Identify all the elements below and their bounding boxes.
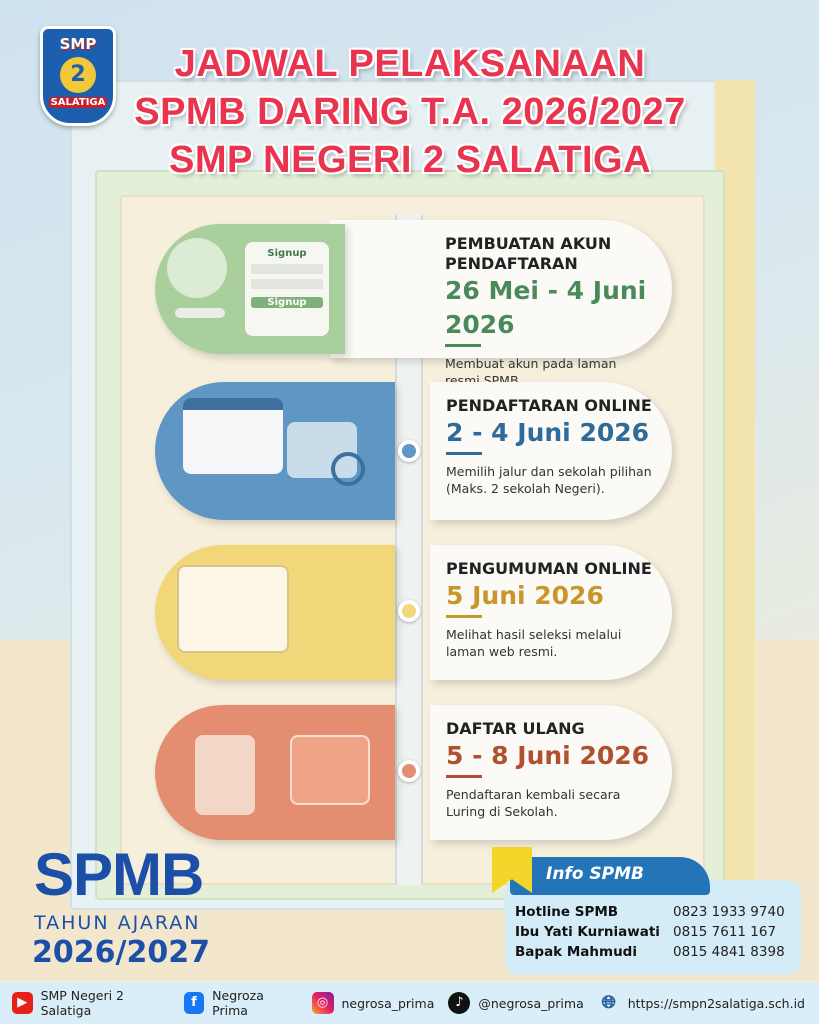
- step-description: Memilih jalur dan sekolah pilihan (Maks.…: [446, 464, 652, 496]
- user-avatar-icon: [167, 238, 227, 298]
- key-icon: [175, 308, 225, 318]
- step-card-4: DAFTAR ULANG 5 - 8 Juni 2026 Pendaftaran…: [430, 705, 672, 840]
- facebook-link[interactable]: f Negroza Prima: [183, 988, 298, 1018]
- signup-form-icon: Signup Signup: [245, 242, 329, 336]
- contact-row: Bapak Mahmudi 0815 4841 8398: [515, 942, 801, 962]
- divider: [446, 775, 482, 778]
- step-illustration-4: [155, 705, 395, 840]
- brand-year: 2026/2027: [32, 935, 210, 970]
- youtube-label: SMP Negeri 2 Salatiga: [40, 988, 124, 1018]
- facebook-icon: f: [183, 992, 205, 1014]
- brand-year-label: TAHUN AJARAN: [34, 912, 201, 934]
- logo-emblem: 2: [60, 57, 96, 93]
- logo-banner: SALATIGA: [49, 97, 107, 108]
- step-description: Melihat hasil seleksi melalui laman web …: [446, 627, 622, 659]
- facebook-label: Negroza Prima: [212, 988, 264, 1018]
- title-line-3: SMP NEGERI 2 SALATIGA: [168, 139, 652, 181]
- contact-phone: 0815 4841 8398: [673, 944, 785, 960]
- logo-text: SMP: [59, 35, 97, 53]
- divider: [446, 452, 482, 455]
- form-button: Signup: [251, 297, 323, 308]
- magnifier-icon: [331, 452, 365, 486]
- tiktok-label: @negrosa_prima: [478, 995, 584, 1011]
- school-logo: SMP 2 SALATIGA: [40, 26, 116, 126]
- step-description: Pendaftaran kembali secara Luring di Sek…: [446, 787, 621, 819]
- step-heading: PENGUMUMAN ONLINE: [446, 559, 652, 578]
- step-card-2: PENDAFTARAN ONLINE 2 - 4 Juni 2026 Memil…: [430, 382, 672, 520]
- contact-name: Ibu Yati Kurniawati: [515, 924, 660, 940]
- divider: [445, 344, 481, 347]
- instagram-icon: ◎: [311, 992, 334, 1014]
- step-date: 5 - 8 Juni 2026: [446, 741, 650, 770]
- instagram-link[interactable]: ◎ negrosa_prima: [311, 992, 435, 1014]
- brand-name: SPMB: [34, 841, 204, 908]
- step-heading: PEMBUATAN AKUN PENDAFTARAN: [445, 234, 612, 273]
- stamp-icon: [195, 735, 255, 815]
- info-title: Info SPMB: [510, 857, 710, 895]
- folder-icon: [290, 735, 370, 805]
- step-illustration-3: [155, 545, 395, 680]
- step-card-3: PENGUMUMAN ONLINE 5 Juni 2026 Melihat ha…: [430, 545, 672, 680]
- step-heading: PENDAFTARAN ONLINE: [446, 396, 652, 415]
- step-date: 26 Mei - 4 Juni 2026: [445, 276, 647, 339]
- contact-phone: 0823 1933 9740: [673, 904, 785, 920]
- step-illustration-2: [155, 382, 395, 520]
- contact-name: Hotline SPMB: [515, 904, 619, 920]
- tiktok-link[interactable]: ♪ @negrosa_prima: [448, 992, 584, 1014]
- form-field: [251, 279, 323, 289]
- social-footer: ▶ SMP Negeri 2 Salatiga f Negroza Prima ◎ n…: [0, 982, 819, 1024]
- contact-row: Ibu Yati Kurniawati 0815 7611 167: [515, 922, 801, 942]
- contact-phone: 0815 7611 167: [673, 924, 777, 940]
- globe-icon: 🌐︎: [601, 992, 616, 1013]
- title-line-2: SPMB DARING T.A. 2026/2027: [134, 91, 686, 133]
- form-field: [251, 264, 323, 274]
- spacer: [515, 894, 801, 902]
- tiktok-icon: ♪: [448, 992, 471, 1014]
- divider: [446, 615, 482, 618]
- step-heading: DAFTAR ULANG: [446, 719, 585, 738]
- instagram-label: negrosa_prima: [341, 995, 435, 1011]
- youtube-icon: ▶: [12, 992, 33, 1014]
- page-title: JADWAL PELAKSANAAN SPMB DARING T.A. 2026…: [120, 40, 700, 184]
- website-link[interactable]: 🌐︎ https://smpn2salatiga.sch.id: [598, 992, 805, 1014]
- contact-row: Hotline SPMB 0823 1933 9740: [515, 902, 801, 922]
- step-illustration-1: Signup Signup: [155, 224, 345, 354]
- timeline-dot: [398, 440, 420, 462]
- contact-name: Bapak Mahmudi: [515, 944, 637, 960]
- browser-window-icon: [183, 398, 283, 474]
- step-card-1: PEMBUATAN AKUN PENDAFTARAN 26 Mei - 4 Ju…: [330, 220, 672, 388]
- info-box: Hotline SPMB 0823 1933 9740 Ibu Yati Kurn…: [505, 880, 801, 975]
- timeline-dot: [398, 600, 420, 622]
- form-title: Signup: [267, 248, 307, 259]
- youtube-link[interactable]: ▶ SMP Negeri 2 Salatiga: [12, 988, 170, 1018]
- website-label: https://smpn2salatiga.sch.id: [627, 995, 805, 1011]
- open-book-icon: [177, 565, 289, 653]
- step-date: 2 - 4 Juni 2026: [446, 418, 650, 447]
- title-line-1: JADWAL PELAKSANAAN: [174, 43, 646, 85]
- step-date: 5 Juni 2026: [446, 581, 604, 610]
- timeline-dot: [398, 760, 420, 782]
